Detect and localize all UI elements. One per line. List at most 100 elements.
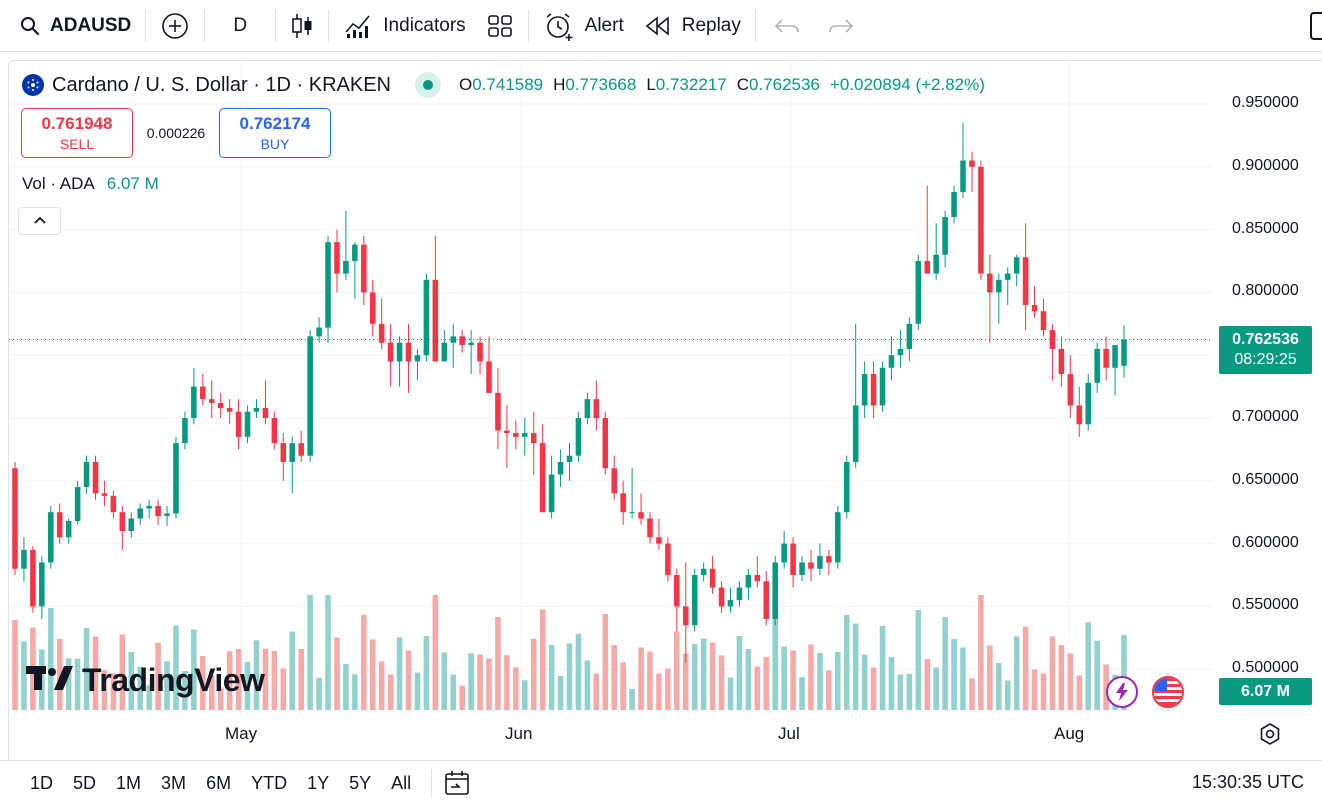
volume-bar: [915, 610, 922, 710]
candle-body: [369, 292, 376, 324]
alarm-clock-icon: [543, 10, 575, 42]
candle-body: [969, 160, 975, 167]
candle-body: [987, 273, 993, 293]
change-value: +0.020894 (+2.82%): [829, 75, 985, 94]
price-chart[interactable]: [9, 60, 1213, 712]
us-flag-icon[interactable]: [1152, 676, 1184, 708]
toolbar-divider: [145, 9, 147, 42]
candle-body: [548, 474, 555, 513]
volume-bar: [861, 654, 868, 710]
candle-body: [1022, 257, 1029, 305]
volume-bar: [137, 666, 143, 710]
buy-button[interactable]: 0.762174 BUY: [219, 108, 331, 158]
goto-date-icon[interactable]: [442, 768, 472, 798]
volume-bar: [575, 634, 582, 710]
range-1m-button[interactable]: 1M: [116, 772, 142, 793]
indicators-button[interactable]: Indicators: [333, 0, 475, 52]
undo-button[interactable]: [760, 0, 814, 52]
range-ytd-button[interactable]: YTD: [251, 772, 288, 793]
tradingview-watermark[interactable]: TradingView: [26, 662, 265, 699]
chart-legend: Cardano / U. S. Dollar · 1D · KRAKEN O0.…: [22, 72, 985, 98]
chart-type-button[interactable]: [280, 0, 324, 52]
spread-value: 0.000226: [146, 125, 206, 141]
chevron-up-icon: [33, 212, 47, 230]
interval-button[interactable]: D: [233, 14, 248, 36]
volume-bar: [799, 677, 805, 710]
price-axis-tick: 0.900000: [1232, 156, 1299, 174]
last-price-value: 0.762536: [1232, 331, 1299, 348]
ai-assistant-icon[interactable]: [1106, 676, 1138, 708]
toolbar-divider: [328, 9, 330, 42]
volume-bar: [432, 595, 439, 710]
candle-body: [1103, 348, 1109, 368]
axis-settings-icon[interactable]: [1258, 722, 1282, 751]
candle-body: [217, 402, 224, 408]
ohlc-values: O0.741589 H0.773668 L0.732217 C0.762536 …: [459, 75, 985, 95]
replay-button[interactable]: Replay: [634, 0, 751, 52]
candle-body: [378, 323, 385, 343]
indicators-icon: [343, 12, 373, 40]
high-value: H0.773668: [553, 75, 637, 94]
candle-body: [978, 166, 984, 274]
candle-body: [539, 443, 546, 513]
market-status-icon[interactable]: [415, 72, 441, 98]
candle-body: [682, 606, 689, 626]
volume-bar: [21, 641, 27, 710]
candle-body: [879, 367, 886, 406]
volume-bar: [378, 661, 385, 710]
candle-body: [307, 336, 313, 456]
sell-button[interactable]: 0.761948 SELL: [21, 108, 133, 158]
candle-body: [48, 512, 54, 563]
symbol-title[interactable]: Cardano / U. S. Dollar · 1D · KRAKEN: [52, 73, 391, 96]
volume-bar: [119, 634, 126, 710]
volume-bar: [781, 646, 787, 710]
candle-body: [611, 468, 617, 494]
volume-bar: [996, 663, 1002, 710]
fullscreen-edge-icon[interactable]: [1310, 12, 1322, 40]
range-1y-button[interactable]: 1Y: [307, 772, 330, 793]
candle-body: [414, 355, 421, 362]
candle-body: [352, 244, 358, 261]
range-3m-button[interactable]: 3M: [161, 772, 187, 793]
alert-button[interactable]: Alert: [533, 0, 634, 52]
volume-bar: [987, 645, 993, 710]
utc-clock[interactable]: 15:30:35 UTC: [1191, 772, 1304, 792]
candle-body: [727, 600, 734, 607]
volume-bar: [691, 644, 698, 710]
candle-body: [996, 279, 1002, 293]
time-axis-label: Aug: [1054, 724, 1085, 743]
toolbar-divider: [431, 769, 433, 797]
compare-symbol-button[interactable]: [150, 0, 200, 52]
volume-bar: [146, 685, 152, 710]
candle-body: [182, 418, 188, 444]
candle-body: [790, 543, 796, 575]
templates-button[interactable]: [476, 0, 524, 52]
volume-bar: [441, 652, 448, 710]
candle-body: [405, 342, 412, 362]
range-all-button[interactable]: All: [391, 772, 412, 793]
candle-body: [441, 342, 448, 362]
candle-body: [584, 399, 591, 418]
candle-body: [164, 513, 170, 516]
candle-body: [808, 562, 814, 569]
candle-body: [486, 361, 492, 393]
volume-bar: [960, 647, 966, 710]
range-5y-button[interactable]: 5Y: [349, 772, 372, 793]
volume-bar: [244, 662, 251, 710]
symbol-search[interactable]: ADAUSD: [0, 0, 141, 52]
collapse-legend-button[interactable]: [18, 207, 61, 235]
price-axis-tick: 0.500000: [1232, 659, 1299, 677]
volume-legend[interactable]: Vol · ADA 6.07 M: [22, 174, 159, 194]
candle-body: [620, 493, 626, 513]
candle-body: [271, 418, 278, 444]
volume-bar: [486, 658, 492, 710]
candle-body: [709, 568, 716, 588]
price-axis-tick: 0.700000: [1232, 408, 1299, 425]
add-circle-icon: [160, 11, 190, 41]
volume-bar: [1031, 669, 1038, 710]
range-5d-button[interactable]: 5D: [73, 772, 97, 793]
range-6m-button[interactable]: 6M: [206, 772, 232, 793]
range-1d-button[interactable]: 1D: [30, 772, 54, 793]
redo-button[interactable]: [814, 0, 868, 52]
volume-bar: [548, 645, 555, 710]
